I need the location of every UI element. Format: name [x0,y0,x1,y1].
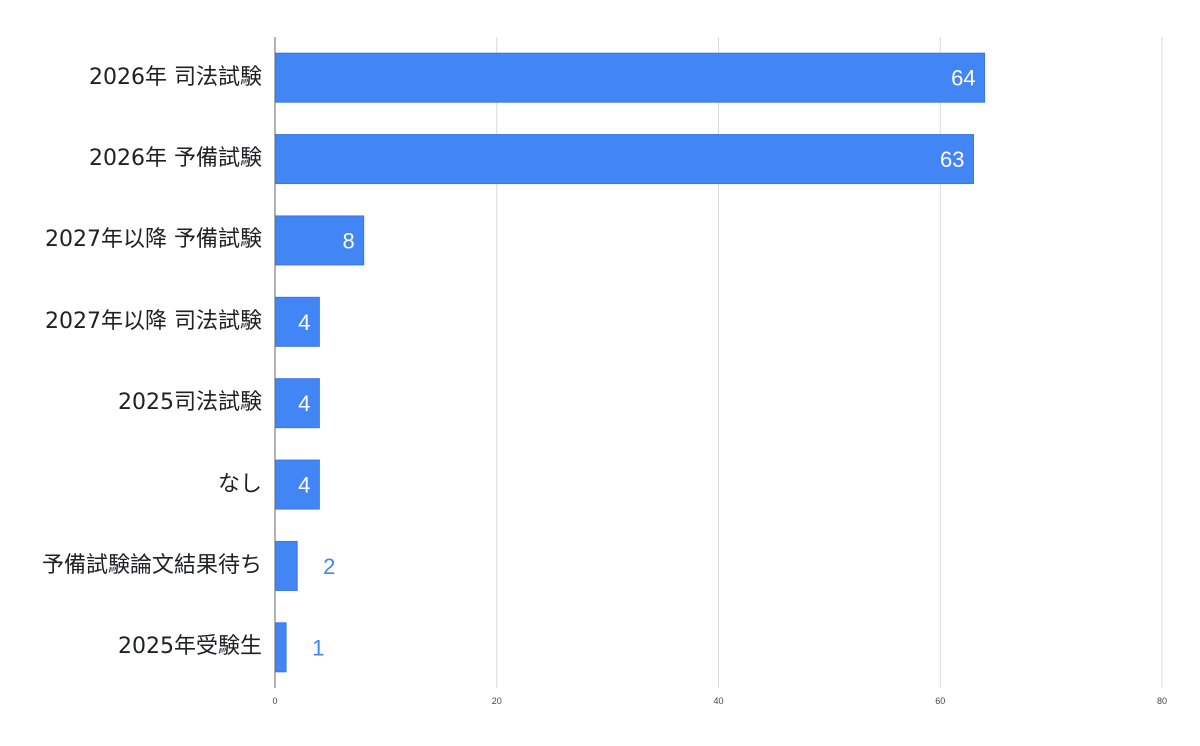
bar [274,622,287,673]
category-label: なし [217,471,262,497]
category-label: 2025司法試験 [118,390,262,416]
category-label: 2026年 司法試験 [89,64,262,90]
data-label: 2 [323,554,335,579]
data-label: 4 [298,391,310,416]
bars: 64 63 8 4 4 4 2 1 [274,52,986,673]
data-label: 63 [940,147,964,172]
data-label: 4 [298,473,310,498]
category-label: 2027年以降 司法試験 [45,308,262,334]
x-tick-label: 0 [272,696,277,706]
category-label: 予備試験論文結果待ち [41,552,262,578]
bar [274,296,320,347]
bar [274,540,298,591]
bar [274,378,320,429]
data-label: 64 [951,66,975,91]
category-label: 2026年 予備試験 [89,146,262,172]
category-label: 2025年受験生 [118,634,262,660]
bar [274,215,365,266]
x-tick-label: 40 [713,696,723,706]
category-label: 2027年以降 予備試験 [45,227,262,253]
bar [274,52,986,103]
data-label: 8 [342,228,354,253]
x-axis-ticks: 0 20 40 60 80 [272,696,1167,706]
x-tick-label: 80 [1157,696,1167,706]
x-tick-label: 20 [492,696,502,706]
x-tick-label: 60 [935,696,945,706]
bar [274,134,975,185]
data-label: 4 [298,310,310,335]
data-label: 1 [312,635,324,660]
